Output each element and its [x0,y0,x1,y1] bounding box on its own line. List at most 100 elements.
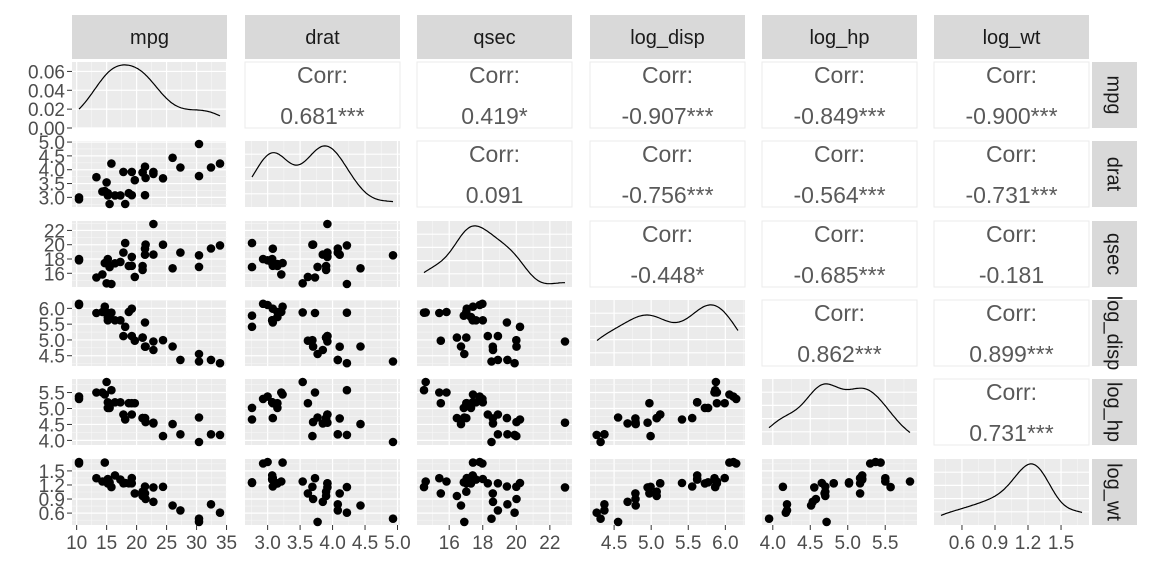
data-point [74,255,84,265]
data-point [710,385,720,395]
data-point [388,437,398,447]
data-point [100,458,110,467]
data-point [127,410,137,419]
y-tick-label: 4.0 [39,161,65,182]
corr-panel [761,61,918,129]
y-tick-label: 0.6 [39,504,65,525]
data-point [421,377,431,387]
data-point [127,190,137,200]
corr-value: -0.849*** [793,103,885,129]
data-point [720,398,729,408]
corr-value: 0.681*** [280,103,364,129]
data-point [700,403,710,413]
strip-right-label: log_wt [1103,463,1125,521]
corr-panel [933,378,1090,446]
data-point [247,311,257,321]
strip-top-label: mpg [130,27,169,49]
data-point [596,437,605,447]
data-point [119,167,128,177]
corr-value: 0.862*** [797,341,881,367]
data-point [435,308,444,318]
data-point [600,430,609,439]
data-point [462,304,472,314]
data-point [876,458,885,467]
data-point [592,508,601,517]
data-point [655,479,665,488]
y-tick-label: 3.5 [39,175,65,196]
data-point [323,410,332,419]
data-point [107,159,116,168]
data-point [419,385,429,395]
data-point [215,508,225,517]
data-point [130,398,140,408]
y-tick-label: 0.00 [28,119,65,140]
data-point [645,489,654,498]
data-point [855,473,865,483]
data-point [149,497,158,507]
data-point [303,336,313,346]
data-point [356,501,365,510]
strip-right-drat [1092,141,1137,207]
data-point [475,300,485,310]
data-point [247,415,257,424]
data-point [782,506,792,515]
data-point [782,500,792,509]
data-point [194,357,204,366]
data-point [631,489,640,498]
y-tick-label: 16 [44,264,65,285]
corr-value: -0.181 [979,262,1044,288]
data-point [323,479,332,488]
data-point [493,430,503,439]
x-tick-label: 4.0 [319,533,345,554]
data-point [652,487,661,497]
strip-top-label: drat [305,27,340,49]
data-point [881,473,890,483]
data-point [333,506,343,515]
data-point [905,477,915,486]
corr-value: -0.685*** [793,262,885,288]
data-point [475,392,485,401]
strip-top-label: qsec [473,27,515,49]
data-point [308,240,318,249]
data-point [140,190,150,200]
data-point [468,458,478,467]
corr-text-group: Corr: -0.756*** [621,141,713,208]
strip-top-log_disp [590,15,745,59]
y-tick-label: 5.5 [39,315,65,336]
data-point [74,193,84,202]
data-point [116,257,125,267]
data-point [194,517,204,527]
data-point [592,430,601,440]
strip-right-log_hp [1092,379,1137,445]
corr-value: 0.731*** [969,420,1053,446]
y-tick-label: 0.9 [39,490,65,511]
x-tick-label: 5.5 [675,533,701,554]
strip-top-log_wt [934,15,1089,59]
data-point [268,398,278,408]
corr-value: -0.756*** [621,182,713,208]
data-point [310,388,320,397]
data-point [149,345,158,355]
data-point [105,199,114,209]
data-point [127,473,137,483]
strip-right-label: log_hp [1103,382,1125,442]
data-point [102,178,111,187]
strip-top-label: log_wt [983,27,1041,49]
data-point [303,489,313,498]
data-point [510,358,519,368]
data-point [140,162,150,171]
data-point [421,477,431,486]
data-point [194,139,204,149]
density-curve [423,225,565,285]
data-point [74,457,84,467]
data-point [74,392,84,401]
panel-background [762,379,917,445]
data-point [462,398,472,408]
data-point [646,431,655,441]
data-point [313,517,322,527]
corr-value: 0.419* [461,103,528,129]
data-point [356,264,365,273]
corr-label: Corr: [986,221,1037,247]
data-point [456,342,466,351]
data-point [215,159,225,168]
